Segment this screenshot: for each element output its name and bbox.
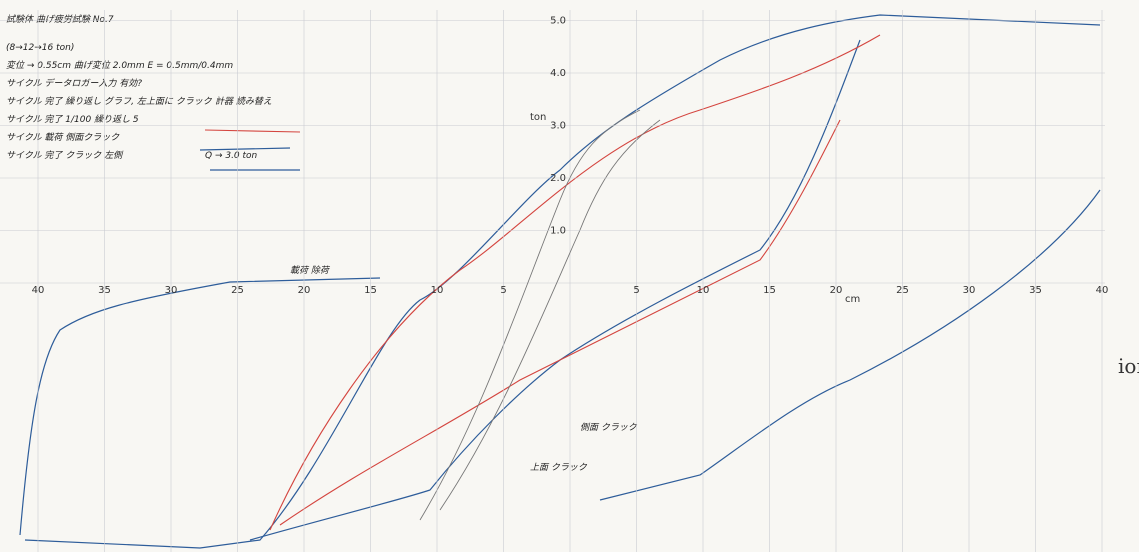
y-tick-label: 4.0	[550, 68, 566, 79]
x-tick-label: 20	[830, 285, 843, 296]
curve	[269, 34, 881, 531]
annotation: 計器 読み替え	[215, 96, 272, 107]
annotation: 上面 クラック	[530, 462, 588, 473]
note-line: サイクル データロガー入力 有効?	[6, 78, 142, 89]
note-line: サイクル 載荷 側面クラック	[6, 132, 120, 143]
note-line: サイクル 完了 クラック 左側	[6, 150, 124, 161]
y-tick-label: 1.0	[550, 226, 566, 237]
legend-lines	[199, 147, 300, 171]
y-unit: ton	[530, 112, 546, 123]
y-tick-label: 5.0	[550, 16, 566, 27]
x-tick-label: 25	[896, 285, 909, 296]
x-tick-label: 40	[1096, 285, 1109, 296]
x-tick-label: 10	[431, 285, 444, 296]
curve	[599, 189, 1101, 501]
y-tick-label: 3.0	[550, 121, 566, 132]
x-tick-label: 15	[364, 285, 377, 296]
x-tick-label: 20	[298, 285, 311, 296]
x-tick-label: 15	[763, 285, 776, 296]
legend-lines	[204, 129, 301, 133]
x-tick-label: 10	[697, 285, 710, 296]
annotation: 載荷 除荷	[290, 265, 331, 276]
y-tick-label: 2.0	[550, 173, 566, 184]
x-tick-label: 5	[500, 285, 506, 296]
curve	[439, 119, 661, 511]
edge-text: ion	[1118, 354, 1139, 378]
curve	[419, 109, 641, 521]
note-line: サイクル 完了 1/100 繰り返し 5	[6, 114, 139, 125]
title: 試験体 曲げ疲労試験 No.7	[6, 14, 114, 25]
note-line: サイクル 完了 繰り返し グラフ, 左上面に クラック	[6, 96, 213, 107]
curve	[19, 277, 381, 536]
annotation: Q → 3.0 ton	[205, 151, 258, 161]
x-tick-label: 25	[231, 285, 244, 296]
x-unit: cm	[845, 294, 860, 305]
curve	[24, 14, 1101, 549]
note-line: 変位 → 0.55cm 曲げ変位 2.0mm E = 0.5mm/0.4mm	[6, 60, 233, 71]
note-line: (8→12→16 ton)	[6, 43, 74, 53]
x-tick-label: 40	[32, 285, 45, 296]
curve	[249, 39, 861, 541]
x-tick-label: 35	[98, 285, 111, 296]
curve	[279, 119, 841, 526]
annotation: 側面 クラック	[580, 422, 638, 433]
x-tick-label: 30	[165, 285, 178, 296]
x-tick-label: 35	[1029, 285, 1042, 296]
x-tick-label: 5	[633, 285, 639, 296]
x-tick-label: 30	[963, 285, 976, 296]
